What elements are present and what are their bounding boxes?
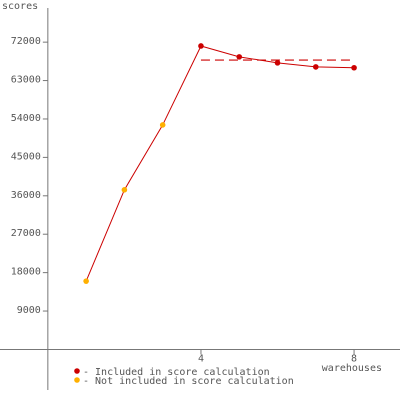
data-point	[274, 60, 281, 66]
y-tick-label: 36000	[11, 190, 41, 201]
y-tick-label: 72000	[11, 36, 41, 47]
data-point	[312, 64, 319, 70]
y-tick-label: 27000	[11, 228, 41, 239]
legend-label: - Not included in score calculation	[83, 376, 294, 387]
y-tick-label: 45000	[11, 151, 41, 162]
y-axis-label: scores	[2, 1, 38, 12]
legend-marker	[74, 377, 80, 383]
data-point	[121, 187, 128, 193]
legend-label: - Included in score calculation	[83, 367, 270, 378]
x-tick-label: 8	[351, 353, 357, 364]
data-line	[85, 45, 355, 282]
legend-marker	[74, 368, 80, 374]
data-point	[198, 43, 204, 49]
y-tick-label: 54000	[11, 113, 41, 124]
data-point	[159, 122, 166, 128]
y-tick-label: 9000	[17, 305, 41, 316]
y-tick-label: 63000	[11, 75, 41, 86]
data-point	[236, 54, 243, 60]
data-point	[83, 278, 89, 284]
y-tick-label: 18000	[11, 267, 41, 278]
x-tick-label: 4	[198, 353, 204, 364]
data-point	[351, 64, 357, 71]
x-axis-label: warehouses	[322, 363, 382, 374]
